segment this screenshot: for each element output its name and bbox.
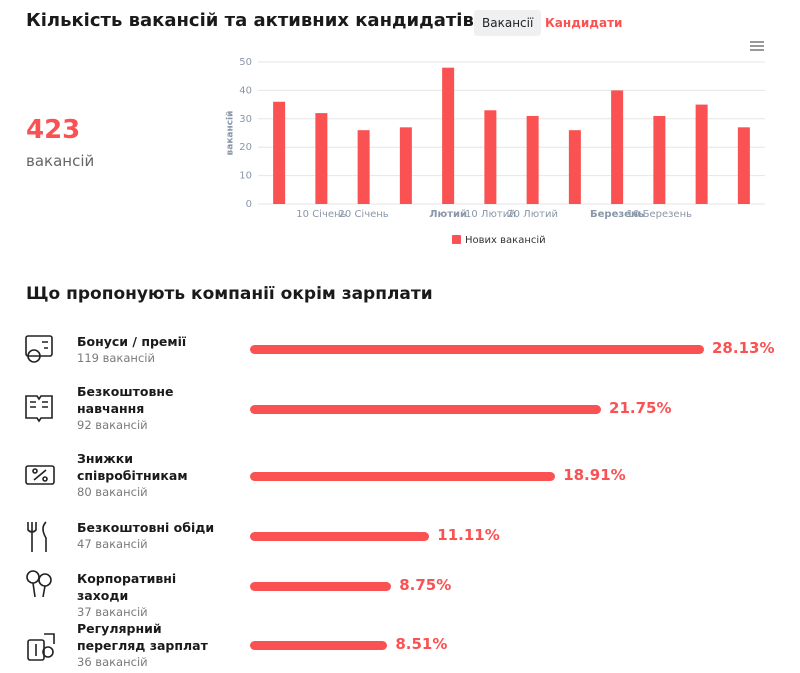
- icon-book: [25, 395, 53, 423]
- bar: [442, 67, 455, 205]
- x-tick-label: 10 Лютий: [465, 209, 516, 220]
- page-title: Кількість вакансій та активних кандидаті…: [26, 10, 474, 31]
- tab[interactable]: Кандидати: [545, 16, 623, 30]
- icon-discount: [25, 465, 55, 485]
- bar: [568, 130, 581, 204]
- benefit-percent: 18.91%: [563, 466, 626, 484]
- y-tick-label: 0: [246, 199, 252, 210]
- x-tick-label: 10 Березень: [627, 209, 692, 220]
- benefit-name: Корпоративні заходи: [77, 571, 177, 603]
- benefit-percent: 21.75%: [609, 399, 672, 417]
- x-tick-label: 20 Січень: [339, 208, 389, 220]
- section-title: Що пропонують компанії окрім зарплати: [26, 284, 433, 304]
- icon-party: [26, 570, 52, 598]
- icon-bonus: [25, 335, 53, 363]
- tab[interactable]: Вакансії: [474, 10, 542, 36]
- y-tick-label: 10: [239, 171, 252, 182]
- benefit-percent: 28.13%: [712, 339, 775, 357]
- x-tick-label: 10 Січень: [296, 208, 346, 220]
- benefit-name: Бонуси / премії: [77, 334, 187, 349]
- benefit-name: Безкоштовне навчання: [77, 384, 174, 416]
- x-tick-label: Березень: [590, 209, 644, 220]
- bar: [315, 113, 328, 204]
- benefit-percent: 11.11%: [437, 526, 500, 544]
- x-tick-label: Лютий: [429, 209, 467, 220]
- icon-salary: [27, 633, 55, 661]
- benefit-bar: [250, 532, 430, 541]
- bar: [526, 115, 539, 204]
- bar: [399, 127, 412, 204]
- bar: [653, 115, 666, 204]
- y-tick-label: 30: [239, 114, 252, 125]
- y-axis-label: вакансій: [225, 111, 236, 156]
- bar: [737, 127, 750, 204]
- benefit-count: 47 вакансій: [77, 537, 148, 551]
- benefit-name: Безкоштовні обіди: [77, 520, 215, 535]
- benefit-name: Знижки співробітникам: [77, 451, 188, 483]
- benefit-count: 37 вакансій: [77, 605, 148, 619]
- benefit-bar: [250, 641, 388, 650]
- bar: [273, 101, 286, 204]
- y-tick-label: 40: [239, 85, 252, 96]
- benefit-bar: [250, 472, 556, 481]
- bar: [484, 110, 497, 204]
- y-tick-label: 20: [239, 142, 252, 153]
- benefit-count: 80 вакансій: [77, 485, 148, 499]
- y-tick-label: 50: [239, 57, 252, 68]
- benefit-bar: [250, 345, 704, 354]
- legend-swatch: [452, 235, 461, 244]
- benefit-percent: 8.75%: [399, 576, 452, 594]
- benefit-count: 36 вакансій: [77, 655, 148, 669]
- bar: [611, 90, 624, 204]
- benefit-percent: 8.51%: [395, 635, 448, 653]
- benefit-count: 119 вакансій: [77, 351, 155, 365]
- benefit-count: 92 вакансій: [77, 418, 148, 432]
- summary-value: 423: [26, 115, 81, 145]
- summary-label: вакансій: [26, 152, 95, 170]
- menu-icon[interactable]: [750, 41, 764, 51]
- benefit-bar: [250, 582, 392, 591]
- x-tick-label: 20 Лютий: [507, 209, 558, 220]
- benefit-name: Регулярний перегляд зарплат: [77, 621, 208, 653]
- bar: [695, 104, 708, 204]
- bar: [357, 130, 370, 204]
- icon-food: [27, 521, 47, 552]
- benefit-bar: [250, 405, 602, 414]
- icons: [25, 335, 55, 661]
- legend-label: Нових вакансій: [465, 234, 546, 246]
